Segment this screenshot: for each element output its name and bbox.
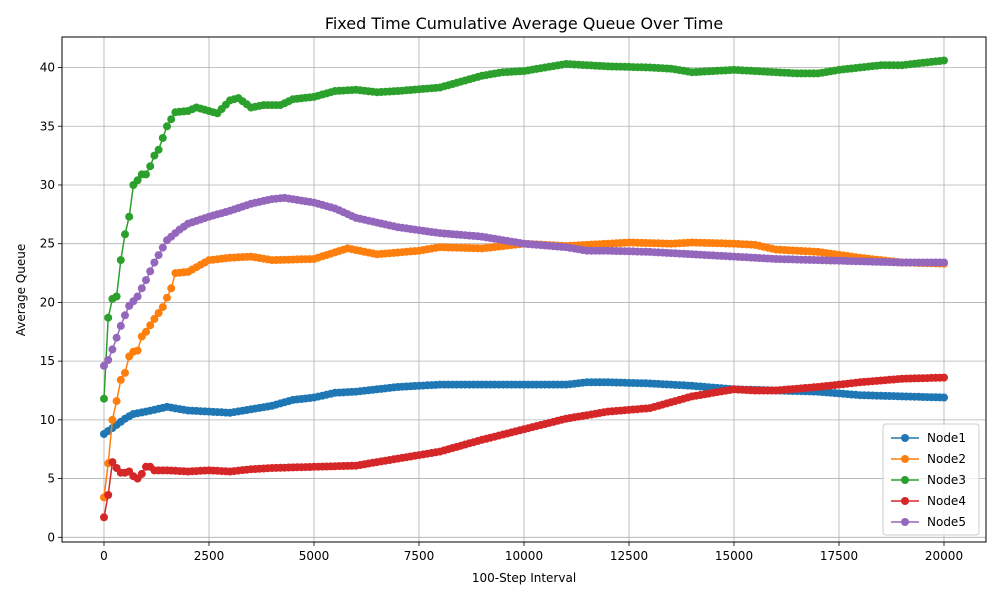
y-tick-label: 20 <box>40 295 55 309</box>
series-layer <box>100 56 948 522</box>
data-point <box>116 375 125 384</box>
data-point <box>125 212 134 221</box>
x-tick-label: 17500 <box>820 549 858 563</box>
data-point <box>112 397 121 406</box>
data-point <box>163 122 171 131</box>
data-point <box>150 314 159 323</box>
series-node5 <box>100 193 948 370</box>
y-tick-label: 5 <box>47 472 55 486</box>
data-point <box>940 373 948 382</box>
x-tick-label: 0 <box>100 549 108 563</box>
x-axis-title: 100-Step Interval <box>472 571 576 585</box>
x-tick-label: 10000 <box>505 549 543 563</box>
data-point <box>142 327 150 336</box>
data-point <box>133 346 142 355</box>
data-point <box>121 230 129 239</box>
y-tick-label: 40 <box>40 61 55 75</box>
data-point <box>137 469 146 478</box>
data-point <box>158 134 167 142</box>
data-point <box>154 145 163 154</box>
y-tick-label: 15 <box>40 354 55 368</box>
legend-item-node5: Node5 <box>891 515 966 529</box>
legend-label: Node4 <box>927 494 966 508</box>
legend-item-node2: Node2 <box>891 452 966 466</box>
data-point <box>150 151 159 160</box>
series-node4 <box>100 373 948 522</box>
y-axis-title: Average Queue <box>14 244 28 337</box>
data-point <box>142 276 150 285</box>
legend-marker <box>901 518 909 526</box>
legend-label: Node1 <box>927 431 966 445</box>
x-tick-label: 7500 <box>404 549 435 563</box>
data-point <box>154 309 163 317</box>
data-point <box>104 313 113 322</box>
data-point <box>137 284 146 293</box>
data-point <box>121 311 129 320</box>
x-tick-label: 15000 <box>715 549 753 563</box>
y-tick-label: 35 <box>40 119 55 133</box>
data-point <box>108 345 117 354</box>
data-point <box>100 361 108 370</box>
chart-title: Fixed Time Cumulative Average Queue Over… <box>325 14 723 33</box>
data-point <box>146 321 155 330</box>
legend-label: Node2 <box>927 452 966 466</box>
data-point <box>100 394 108 403</box>
data-point <box>150 258 159 267</box>
data-point <box>158 303 167 312</box>
data-point <box>167 115 176 124</box>
data-point <box>116 321 125 330</box>
data-point <box>133 176 142 185</box>
x-tick-label: 2500 <box>194 549 225 563</box>
legend-item-node1: Node1 <box>891 431 966 445</box>
data-point <box>104 491 113 499</box>
data-point <box>163 293 171 302</box>
x-tick-label: 20000 <box>925 549 963 563</box>
data-point <box>940 56 948 65</box>
ticks: 0 2500 5000 7500 10000 12500 15000 17500 20000 0 5… <box>40 61 963 563</box>
legend-marker <box>901 476 909 484</box>
data-point <box>158 243 167 252</box>
data-point <box>116 256 125 265</box>
data-point <box>940 258 948 267</box>
series-node3 <box>100 56 948 403</box>
legend-marker <box>901 455 909 463</box>
x-tick-label: 12500 <box>610 549 648 563</box>
data-point <box>104 356 113 364</box>
legend-label: Node3 <box>927 473 966 487</box>
y-tick-label: 30 <box>40 178 55 192</box>
data-point <box>112 292 121 301</box>
legend-box <box>882 423 980 536</box>
data-point <box>112 333 121 342</box>
data-point <box>108 415 117 424</box>
legend-label: Node5 <box>927 515 966 529</box>
legend-item-node4: Node4 <box>891 494 966 508</box>
y-tick-label: 10 <box>40 413 55 427</box>
legend: Node1 Node2 Node3 Node4 Node5 <box>882 423 980 536</box>
data-point <box>133 292 142 301</box>
y-tick-label: 0 <box>47 530 55 544</box>
legend-marker <box>901 434 909 442</box>
data-point <box>121 368 129 377</box>
legend-item-node3: Node3 <box>891 473 966 487</box>
data-point <box>146 267 155 276</box>
data-point <box>940 393 948 402</box>
data-point <box>100 513 108 522</box>
data-point <box>142 170 150 179</box>
y-tick-label: 25 <box>40 237 55 251</box>
legend-marker <box>901 497 909 505</box>
data-point <box>154 251 163 260</box>
data-point <box>146 162 155 171</box>
data-point <box>108 458 117 467</box>
data-point <box>167 284 176 293</box>
x-tick-label: 5000 <box>299 549 330 563</box>
